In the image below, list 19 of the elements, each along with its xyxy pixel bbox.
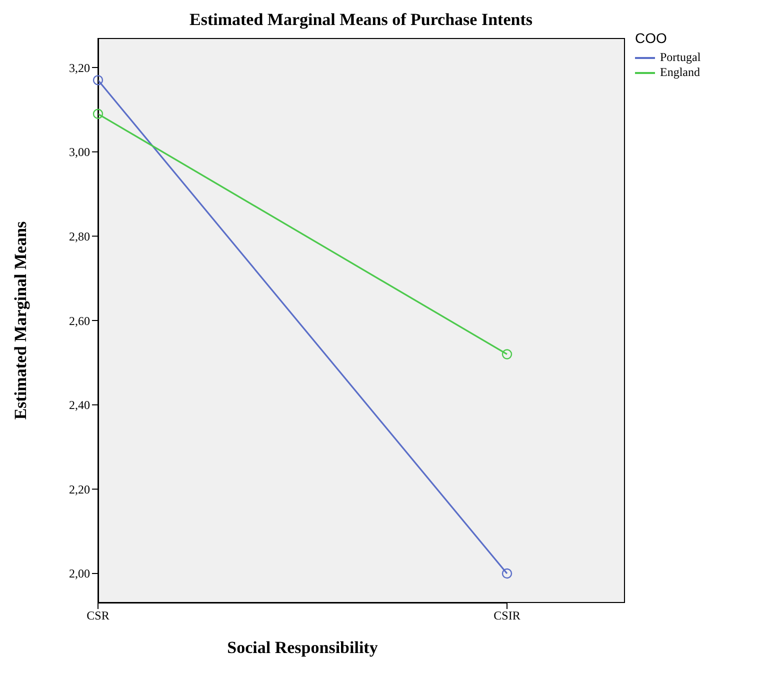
y-axis-title: Estimated Marginal Means: [11, 220, 30, 420]
x-tick-label: CSIR: [494, 608, 520, 623]
y-tick-label: 2,80: [69, 229, 90, 244]
y-tick-label: 3,20: [69, 60, 90, 75]
point: [92, 75, 104, 86]
y-tick-label: 2,20: [69, 482, 90, 496]
y-tick-label: 2,00: [69, 566, 90, 581]
x-tick-label: CSR: [86, 608, 110, 623]
chart-title: Estimated Marginal Means of Purchase Intents: [188, 10, 534, 30]
y-tick-label: 2,60: [69, 314, 90, 328]
point: [92, 108, 104, 119]
legend-label: England: [660, 65, 700, 80]
y-tick-label: 3,00: [69, 145, 90, 160]
point: [502, 349, 512, 360]
x-axis-title: Social Responsibility: [227, 638, 378, 657]
legend-label: Portugal: [660, 50, 701, 65]
point: [502, 568, 512, 579]
y-tick-label: 2,40: [69, 398, 90, 412]
legend-title: COO: [635, 30, 668, 46]
